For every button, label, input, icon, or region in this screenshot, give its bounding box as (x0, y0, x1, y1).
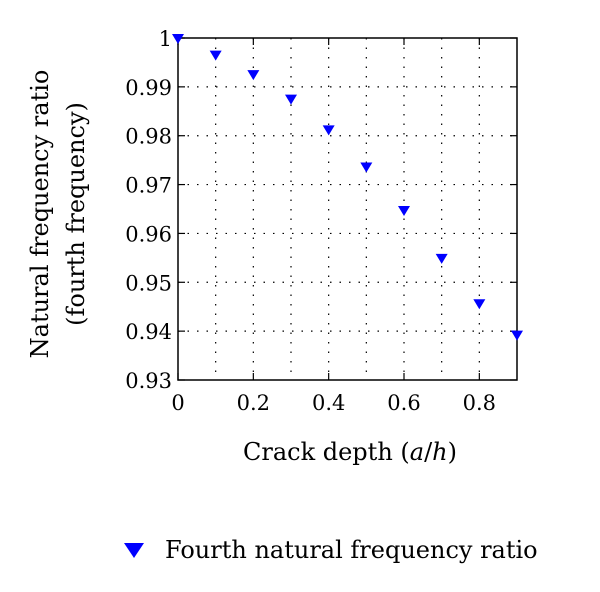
grid-lines (178, 38, 517, 380)
y-axis-label-line-2: (fourth frequency) (62, 102, 90, 326)
y-axis-label: Natural frequency ratio (fourth frequenc… (26, 70, 90, 359)
y-axis-ticks: 0.93 0.94 0.95 0.96 0.97 0.98 0.99 1 (125, 27, 517, 393)
data-point (172, 34, 184, 44)
y-tick-label: 1 (159, 27, 172, 51)
y-tick-label: 0.93 (125, 369, 172, 393)
y-tick-label: 0.96 (125, 222, 172, 246)
plot-frame (177, 37, 518, 381)
y-axis-label-line-1: Natural frequency ratio (26, 70, 54, 359)
data-point (360, 162, 373, 173)
x-axis-label: Crack depth (a/h) (243, 438, 457, 466)
data-point (209, 50, 222, 61)
data-point (285, 94, 297, 105)
x-tick-label: 0.4 (312, 391, 345, 415)
data-point (435, 253, 448, 264)
y-tick-label: 0.99 (125, 76, 172, 100)
x-tick-label: 0.8 (463, 391, 496, 415)
x-tick-label: 0 (171, 391, 184, 415)
data-point (247, 70, 260, 81)
legend-marker-triangle-down (124, 543, 144, 558)
x-axis-ticks: 0 0.2 0.4 0.6 0.8 (171, 38, 496, 415)
y-tick-label: 0.97 (125, 174, 172, 198)
data-points (172, 34, 523, 341)
data-point (398, 205, 410, 216)
y-tick-label: 0.95 (125, 271, 172, 295)
x-tick-label: 0.2 (237, 391, 270, 415)
data-point (322, 125, 335, 136)
data-point (511, 330, 523, 341)
x-tick-label: 0.6 (387, 391, 420, 415)
y-tick-label: 0.98 (125, 125, 172, 149)
legend-label: Fourth natural frequency ratio (165, 536, 538, 564)
legend: Fourth natural frequency ratio (124, 536, 538, 564)
y-tick-label: 0.94 (125, 320, 172, 344)
data-point (473, 299, 486, 310)
